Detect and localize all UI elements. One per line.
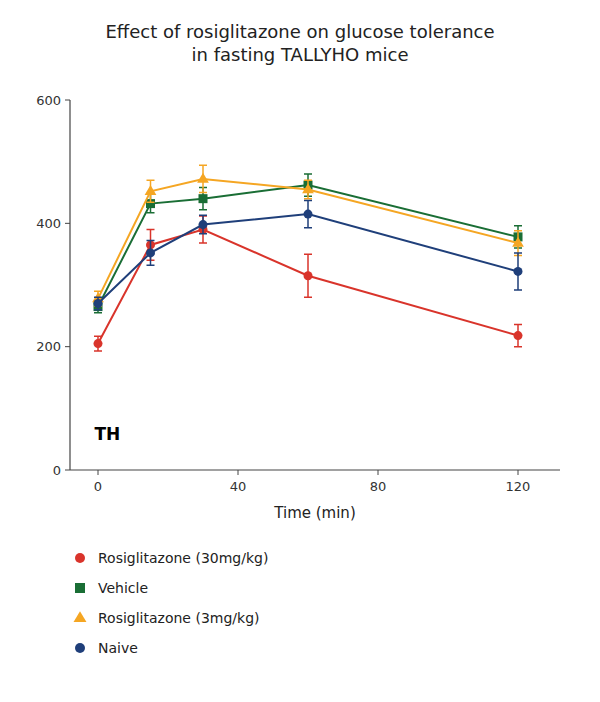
- series: [92, 165, 524, 306]
- annotation: TH: [95, 424, 121, 444]
- data-point: [145, 185, 157, 195]
- y-tick-label: 0: [53, 463, 61, 478]
- legend-label: Naive: [98, 640, 138, 656]
- x-tick: [518, 470, 519, 475]
- legend-label: Rosiglitazone (30mg/kg): [98, 550, 268, 566]
- legend-marker: [75, 583, 85, 593]
- x-tick: [378, 470, 379, 475]
- x-tick: [98, 470, 99, 475]
- chart: Effect of rosiglitazone on glucose toler…: [0, 0, 600, 702]
- error-bar: [199, 216, 207, 243]
- legend-item: Naive: [75, 640, 138, 656]
- y-tick-label: 400: [36, 216, 61, 231]
- legend-marker: [74, 611, 87, 622]
- axes: 0 40 80 120 0 200 400 600: [36, 93, 560, 495]
- x-tick-label: 0: [94, 479, 102, 494]
- y-tick-label: 600: [36, 93, 61, 108]
- error-bar: [94, 297, 102, 309]
- data-point: [302, 183, 314, 193]
- data-point: [94, 299, 103, 308]
- data-point: [146, 248, 155, 257]
- y-axis-line: [69, 100, 70, 470]
- series-line: [98, 179, 518, 299]
- x-axis-line: [70, 469, 560, 470]
- series: [94, 201, 523, 310]
- legend-marker: [75, 553, 85, 563]
- y-tick: [65, 346, 70, 347]
- data-point: [199, 194, 208, 203]
- x-tick-label: 120: [506, 479, 531, 494]
- x-tick-label: 80: [370, 479, 387, 494]
- legend: Rosiglitazone (30mg/kg) Vehicle Rosiglitaz…: [74, 550, 269, 656]
- y-tick: [65, 100, 70, 101]
- data-point: [514, 331, 523, 340]
- y-tick: [65, 223, 70, 224]
- series-line: [98, 185, 518, 306]
- plot-area: [92, 165, 524, 351]
- y-tick: [65, 470, 70, 471]
- error-bar: [147, 241, 155, 266]
- error-bar: [304, 201, 312, 228]
- legend-item: Rosiglitazone (3mg/kg): [74, 610, 260, 626]
- title-line: Effect of rosiglitazone on glucose toler…: [105, 21, 494, 42]
- legend-label: Vehicle: [98, 580, 148, 596]
- data-point: [94, 339, 103, 348]
- error-bar: [199, 215, 207, 234]
- title: Effect of rosiglitazone on glucose toler…: [105, 21, 494, 65]
- error-bar: [514, 253, 522, 290]
- data-point: [514, 267, 523, 276]
- data-point: [512, 237, 524, 247]
- data-point: [197, 173, 209, 183]
- data-point: [304, 271, 313, 280]
- legend-label: Rosiglitazone (3mg/kg): [98, 610, 260, 626]
- error-bar: [304, 254, 312, 297]
- error-bar: [514, 324, 522, 346]
- legend-marker: [75, 643, 85, 653]
- error-bar: [94, 336, 102, 351]
- x-tick: [238, 470, 239, 475]
- legend-item: Vehicle: [75, 580, 148, 596]
- series: [94, 174, 523, 313]
- data-point: [199, 220, 208, 229]
- x-tick-label: 40: [230, 479, 247, 494]
- series: [94, 216, 523, 351]
- legend-item: Rosiglitazone (30mg/kg): [75, 550, 268, 566]
- x-axis-label: Time (min): [273, 504, 355, 522]
- data-point: [304, 210, 313, 219]
- y-tick-label: 200: [36, 339, 61, 354]
- title-line: in fasting TALLYHO mice: [192, 44, 409, 65]
